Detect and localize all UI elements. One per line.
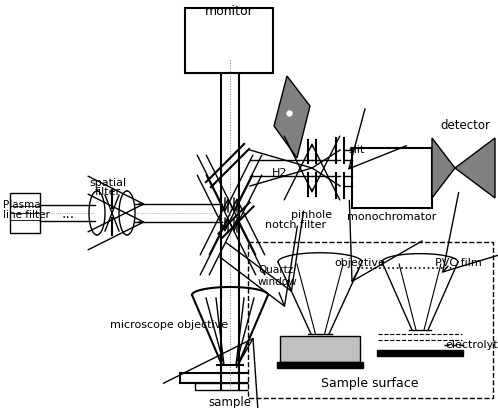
Text: slit: slit (348, 145, 365, 155)
Text: Quartz
window: Quartz window (258, 265, 298, 286)
Text: H2: H2 (272, 168, 288, 178)
Text: spatial: spatial (90, 178, 126, 188)
Text: electrolyte: electrolyte (445, 340, 498, 350)
Polygon shape (455, 138, 495, 198)
Text: pinhole: pinhole (291, 210, 333, 220)
Bar (195, 383, 265, 390)
Bar (248, 242, 493, 398)
Bar (280, 336, 360, 362)
Bar (377, 350, 463, 356)
Bar (180, 373, 280, 383)
Text: monochromator: monochromator (347, 212, 437, 222)
Polygon shape (432, 138, 455, 198)
Text: Plasma: Plasma (3, 200, 41, 210)
Text: monitor: monitor (205, 5, 253, 18)
Text: PVC film: PVC film (435, 258, 482, 268)
Text: line filter: line filter (3, 210, 50, 220)
Bar (352, 148, 432, 208)
Text: microscope objective: microscope objective (110, 320, 228, 330)
Bar (10, 193, 40, 233)
Text: filter: filter (95, 187, 121, 197)
Text: Sample surface: Sample surface (321, 377, 419, 390)
Text: ···: ··· (61, 211, 75, 225)
Text: notch filter: notch filter (265, 220, 326, 230)
Bar (185, 8, 273, 73)
Text: sample: sample (209, 396, 251, 408)
Text: objective: objective (335, 258, 385, 268)
Bar (277, 362, 363, 368)
Text: detector: detector (440, 119, 490, 132)
Polygon shape (274, 76, 310, 158)
